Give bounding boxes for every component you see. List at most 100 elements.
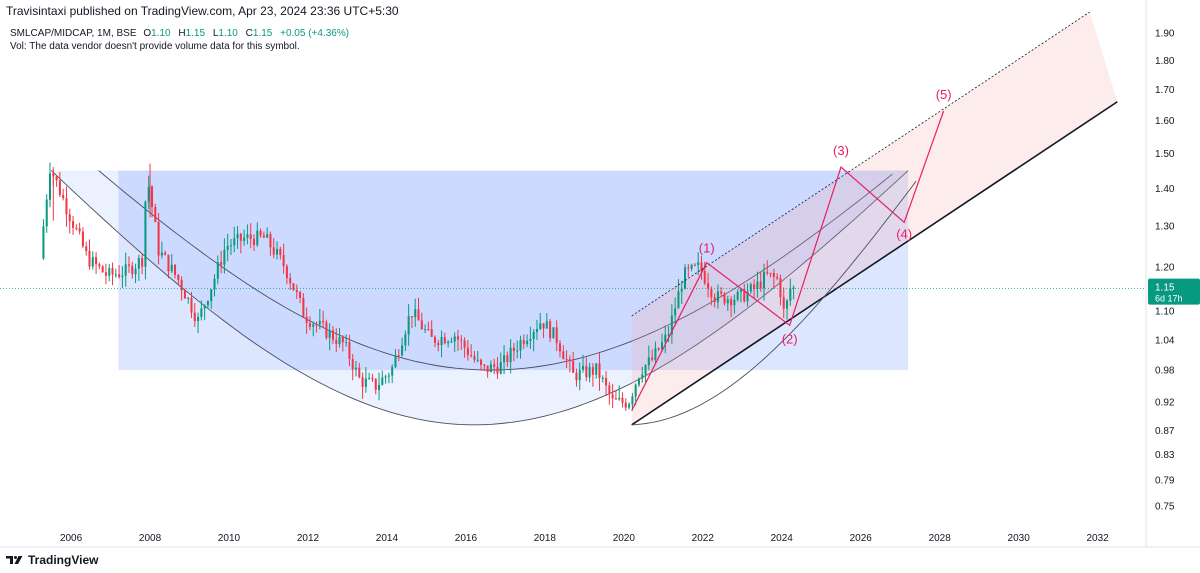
candle-body bbox=[361, 377, 364, 387]
candle bbox=[269, 231, 272, 256]
candle-body bbox=[249, 234, 252, 239]
candle-body bbox=[78, 228, 81, 232]
candle-body bbox=[391, 366, 394, 376]
candle-body bbox=[417, 309, 420, 321]
drawing-regions bbox=[50, 12, 1118, 426]
candle bbox=[394, 349, 397, 369]
candle bbox=[374, 378, 377, 395]
channel-arc bbox=[631, 180, 917, 426]
candle-body bbox=[697, 262, 700, 265]
candle-body bbox=[739, 289, 742, 292]
candle-body bbox=[776, 276, 779, 279]
candle bbox=[575, 368, 578, 387]
channel-fill bbox=[631, 12, 1118, 425]
candle-body bbox=[256, 230, 259, 245]
candle bbox=[766, 260, 769, 276]
candle-body bbox=[45, 199, 48, 227]
candle-body bbox=[463, 340, 466, 348]
candle bbox=[279, 246, 282, 260]
candle-body bbox=[104, 272, 107, 276]
candle bbox=[460, 335, 463, 350]
candle-body bbox=[532, 332, 535, 340]
candle-body bbox=[572, 360, 575, 373]
candle-body bbox=[430, 329, 433, 337]
axes: 0.75 0.79 0.83 0.87 0.92 0.98 1.04 1.10 1.20 1.30… bbox=[0, 0, 1200, 548]
candle-body bbox=[470, 355, 473, 357]
candle bbox=[545, 313, 548, 329]
candle bbox=[276, 241, 279, 260]
candle-body bbox=[269, 233, 272, 248]
candle bbox=[177, 274, 180, 285]
candle bbox=[226, 233, 229, 262]
x-tick-label: 2010 bbox=[218, 533, 241, 544]
candle-body bbox=[608, 385, 611, 395]
publisher-note: Travisintaxi published on TradingView.co… bbox=[6, 4, 399, 18]
candle bbox=[282, 243, 285, 274]
candle bbox=[266, 227, 269, 239]
candle-body bbox=[302, 297, 305, 317]
candle-body bbox=[114, 274, 117, 276]
candle bbox=[325, 319, 328, 340]
candle bbox=[358, 362, 361, 379]
candle-body bbox=[707, 283, 710, 289]
candle bbox=[651, 349, 654, 362]
candle-body bbox=[526, 340, 529, 345]
candle bbox=[246, 224, 249, 245]
last-price-tag-value: 1.15 bbox=[1155, 283, 1175, 294]
candle bbox=[239, 232, 242, 254]
candle-body bbox=[183, 290, 186, 299]
candle-body bbox=[660, 342, 664, 350]
open-value: 1.10 bbox=[151, 28, 171, 39]
candle bbox=[410, 316, 413, 329]
tradingview-logo[interactable]: TradingView bbox=[6, 553, 98, 567]
candle-body bbox=[65, 198, 68, 215]
candle bbox=[749, 282, 752, 294]
candle-body bbox=[786, 300, 789, 309]
y-tick-label: 0.92 bbox=[1155, 398, 1175, 409]
candle bbox=[401, 337, 404, 357]
candle bbox=[335, 328, 338, 352]
candle bbox=[121, 266, 124, 288]
candle bbox=[55, 175, 58, 187]
candle-body bbox=[358, 367, 361, 378]
symbol-name[interactable]: SMLCAP/MIDCAP, 1M, BSE bbox=[10, 28, 137, 39]
high-label: H bbox=[178, 28, 186, 39]
candle bbox=[384, 374, 387, 384]
candle-body bbox=[420, 320, 423, 330]
candle bbox=[256, 222, 259, 247]
elliott-wave-path bbox=[631, 110, 945, 411]
candle-body bbox=[637, 378, 640, 385]
candle bbox=[519, 335, 522, 359]
candle bbox=[299, 290, 302, 304]
candle bbox=[739, 288, 742, 303]
candle-body bbox=[354, 367, 358, 370]
candle bbox=[137, 254, 140, 281]
candle-body bbox=[292, 283, 295, 291]
candle bbox=[308, 316, 311, 331]
x-tick-label: 2022 bbox=[692, 533, 715, 544]
candle-body bbox=[95, 257, 98, 265]
candle bbox=[68, 208, 71, 234]
candle-body bbox=[558, 343, 562, 352]
candle bbox=[670, 304, 673, 344]
candle bbox=[213, 274, 216, 297]
candle bbox=[486, 365, 489, 378]
candles bbox=[42, 162, 795, 411]
x-tick-label: 2008 bbox=[139, 533, 162, 544]
y-tick-label: 0.98 bbox=[1155, 366, 1175, 377]
candle-body bbox=[753, 284, 756, 289]
candle bbox=[667, 326, 670, 342]
candle-body bbox=[315, 324, 318, 326]
candle bbox=[58, 171, 61, 197]
change-value: +0.05 (+4.36%) bbox=[280, 28, 350, 39]
candle bbox=[499, 352, 502, 375]
candle-body bbox=[690, 264, 693, 269]
x-tick-label: 2018 bbox=[534, 533, 557, 544]
candle bbox=[141, 253, 144, 275]
candle-body bbox=[512, 347, 515, 351]
x-tick-label: 2016 bbox=[455, 533, 478, 544]
candle-body bbox=[743, 289, 746, 302]
candle-body bbox=[282, 255, 285, 267]
close-value: 1.15 bbox=[252, 28, 273, 39]
